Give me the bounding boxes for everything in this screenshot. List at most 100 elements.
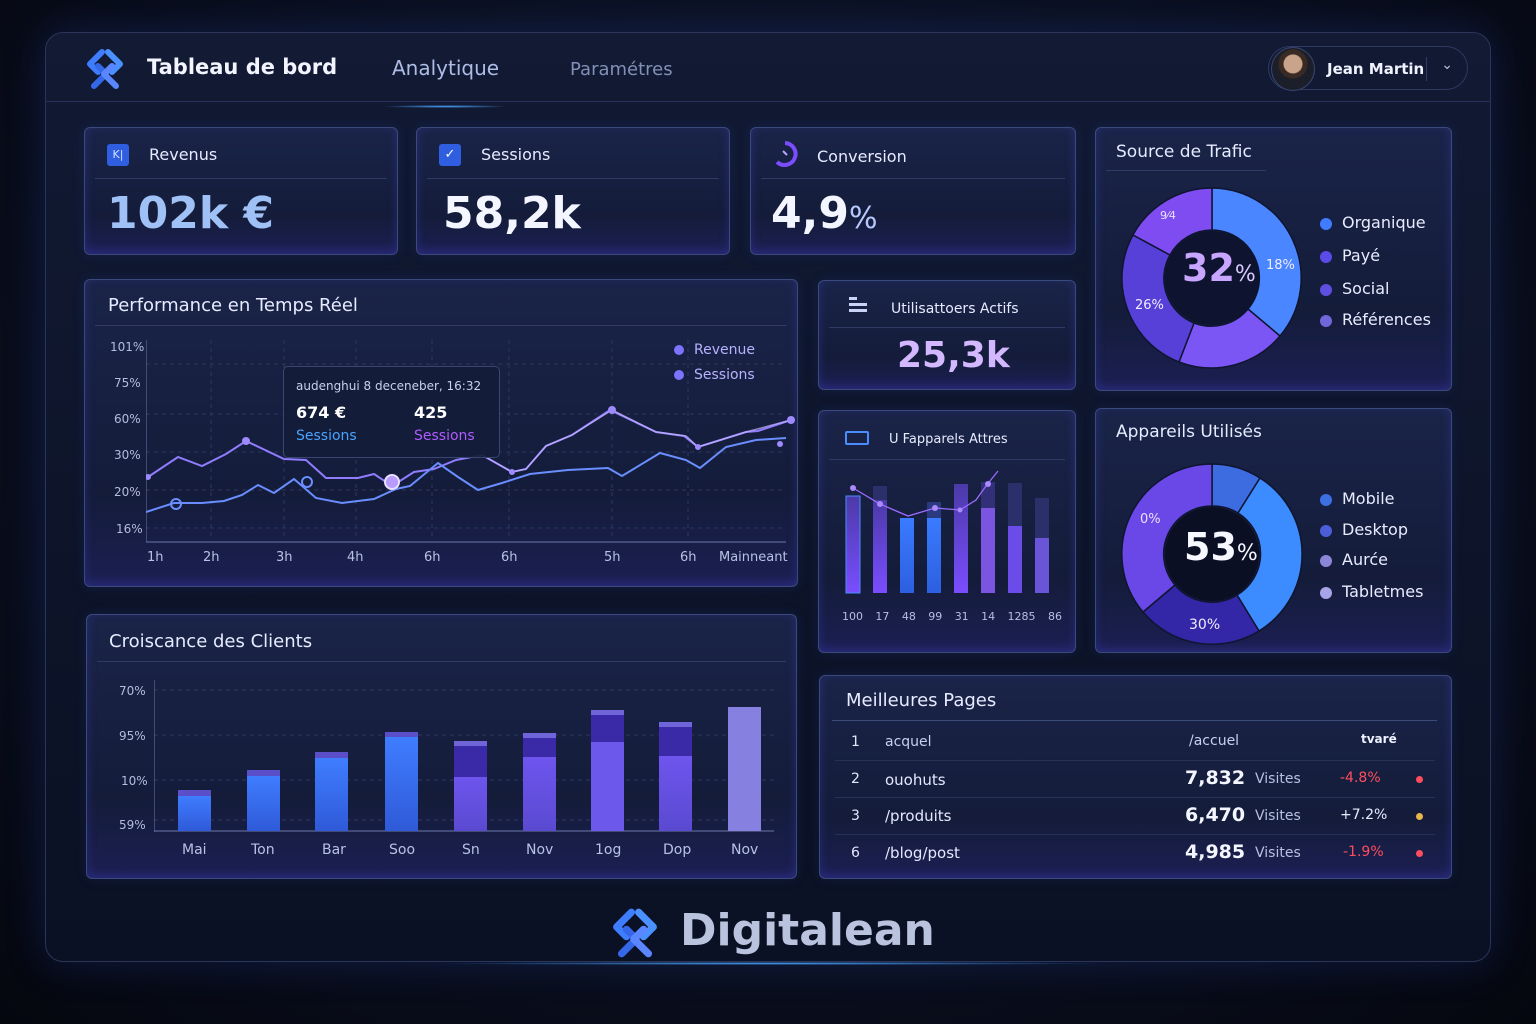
legend-label: Payé — [1342, 246, 1381, 265]
app-title: Tableau de bord — [147, 55, 338, 79]
legend-dot-icon — [674, 370, 684, 380]
rank: 2 — [851, 771, 860, 787]
center-number: 32 — [1182, 246, 1235, 290]
chart-tooltip: audenghui 8 deceneber, 16:32 674 € 425 S… — [283, 366, 500, 458]
legend-social[interactable]: Social — [1320, 279, 1389, 298]
status-dot-icon — [1416, 813, 1423, 820]
donut-center-value: 32% — [1182, 246, 1256, 290]
card-title: Meilleures Pages — [846, 690, 997, 711]
legend-label: Desktop — [1342, 520, 1408, 539]
legend-label: Références — [1342, 310, 1431, 329]
slice-label: 26% — [1135, 298, 1164, 313]
traffic-donut-chart[interactable] — [1120, 186, 1304, 370]
active-devices-card[interactable]: U Fapparels Attres — [818, 410, 1076, 653]
y-tick: 59% — [119, 818, 146, 832]
divider — [1106, 170, 1266, 171]
kpi-unit: % — [848, 201, 878, 236]
x-tick: Mainneant — [719, 550, 788, 565]
bar-label: 14 — [981, 610, 996, 623]
table-row[interactable]: 3 /produits 6,470 Visites +7.2% — [835, 798, 1435, 835]
devices-bar-labels: 100 17 48 99 31 14 1285 86 — [842, 610, 1062, 623]
kpi-card-revenus[interactable]: K| Revenus 102k € — [84, 127, 398, 255]
column-header: /accuel — [1189, 733, 1240, 749]
user-menu[interactable]: Jean Martin ⌄ — [1268, 46, 1468, 91]
x-tick: 1og — [595, 842, 622, 858]
brand-logo-icon — [613, 908, 657, 958]
chart-title: Performance en Temps Réel — [108, 295, 358, 316]
legend-dot-icon — [1320, 250, 1332, 263]
y-tick: 20% — [114, 485, 141, 499]
card-value: 25,3k — [897, 335, 1010, 376]
chart-title: Croiscance des Clients — [109, 631, 313, 652]
tooltip-value-2: 425 — [414, 403, 448, 422]
tooltip-date: audenghui 8 deceneber, 16:32 — [296, 379, 482, 393]
chevron-down-icon[interactable]: ⌄ — [1441, 57, 1453, 73]
legend-revenue[interactable]: Revenue — [674, 342, 755, 358]
card-title: Source de Trafic — [1116, 142, 1252, 162]
divider — [761, 178, 1065, 179]
table-row[interactable]: 6 /blog/post 4,985 Visites -1.9% — [835, 835, 1435, 872]
legend-references[interactable]: Références — [1320, 310, 1431, 329]
change: -1.9% — [1343, 844, 1384, 860]
rank: 3 — [851, 808, 860, 824]
bar-label: 86 — [1047, 610, 1062, 623]
x-tick: 6h — [501, 550, 518, 565]
divider — [1426, 57, 1427, 81]
legend-desktop[interactable]: Desktop — [1320, 520, 1408, 539]
kpi-card-conversion[interactable]: Conversion 4,9% — [750, 127, 1076, 255]
y-tick: 16% — [116, 522, 143, 536]
y-tick: 70% — [119, 684, 146, 698]
center-unit: % — [1236, 541, 1258, 566]
status-dot-icon — [1416, 776, 1423, 783]
brand-name: Digitalean — [680, 905, 935, 956]
legend-dot-icon — [1320, 283, 1332, 296]
x-tick: Nov — [526, 842, 554, 858]
growth-bar-chart[interactable] — [154, 680, 779, 835]
legend-label: Sessions — [694, 367, 755, 383]
legend-dot-icon — [1320, 314, 1332, 327]
bar-label: 99 — [928, 610, 943, 623]
legend-label: Mobile — [1342, 489, 1395, 508]
legend-dot-icon — [1320, 217, 1332, 230]
active-users-card[interactable]: Utilisattoers Actifs 25,3k — [818, 280, 1076, 390]
change: +7.2% — [1340, 807, 1388, 823]
legend-paye[interactable]: Payé — [1320, 246, 1380, 265]
x-tick: Soo — [389, 842, 416, 858]
legend-tablettes[interactable]: Tabletmes — [1320, 582, 1423, 601]
x-tick: Nov — [731, 842, 759, 858]
y-tick: 95% — [119, 729, 146, 743]
slice-label: 9⁄4 — [1160, 209, 1176, 222]
kpi-card-sessions[interactable]: ✓ Sessions 58,2k — [416, 127, 730, 255]
legend-dot-icon — [674, 345, 684, 355]
x-tick: Mai — [182, 842, 207, 858]
page-name: /produits — [885, 807, 952, 825]
legend-autre[interactable]: Aurće — [1320, 550, 1388, 569]
legend-sessions[interactable]: Sessions — [674, 367, 755, 383]
kpi-value: 102k € — [107, 188, 275, 239]
card-title: Appareils Utilisés — [1116, 422, 1262, 442]
x-tick: Dop — [663, 842, 692, 858]
legend-label: Revenue — [694, 342, 755, 358]
tab-parametres[interactable]: Paramétres — [570, 59, 673, 80]
visits-unit: Visites — [1255, 771, 1301, 787]
page-name: ouohuts — [885, 771, 946, 789]
legend-label: Social — [1342, 279, 1390, 298]
legend-dot-icon — [1320, 493, 1332, 506]
legend-dot-icon — [1320, 554, 1332, 567]
divider — [95, 325, 787, 326]
center-unit: % — [1234, 262, 1256, 287]
legend-dot-icon — [1320, 524, 1332, 537]
card-label: U Fapparels Attres — [889, 432, 1008, 447]
devices-bar-chart[interactable] — [838, 470, 1058, 600]
legend-organique[interactable]: Organique — [1320, 213, 1426, 232]
legend-dot-icon — [1320, 586, 1332, 599]
devices-donut-chart[interactable] — [1120, 462, 1304, 646]
legend-mobile[interactable]: Mobile — [1320, 489, 1394, 508]
x-tick: 2h — [203, 550, 220, 565]
list-icon — [849, 297, 871, 315]
tab-analytique[interactable]: Analytique — [381, 56, 510, 108]
divider — [97, 661, 786, 662]
bar-label: 48 — [901, 610, 916, 623]
table-row[interactable]: 2 ouohuts 7,832 Visites -4.8% — [835, 761, 1435, 798]
footer-glow — [430, 962, 1110, 965]
